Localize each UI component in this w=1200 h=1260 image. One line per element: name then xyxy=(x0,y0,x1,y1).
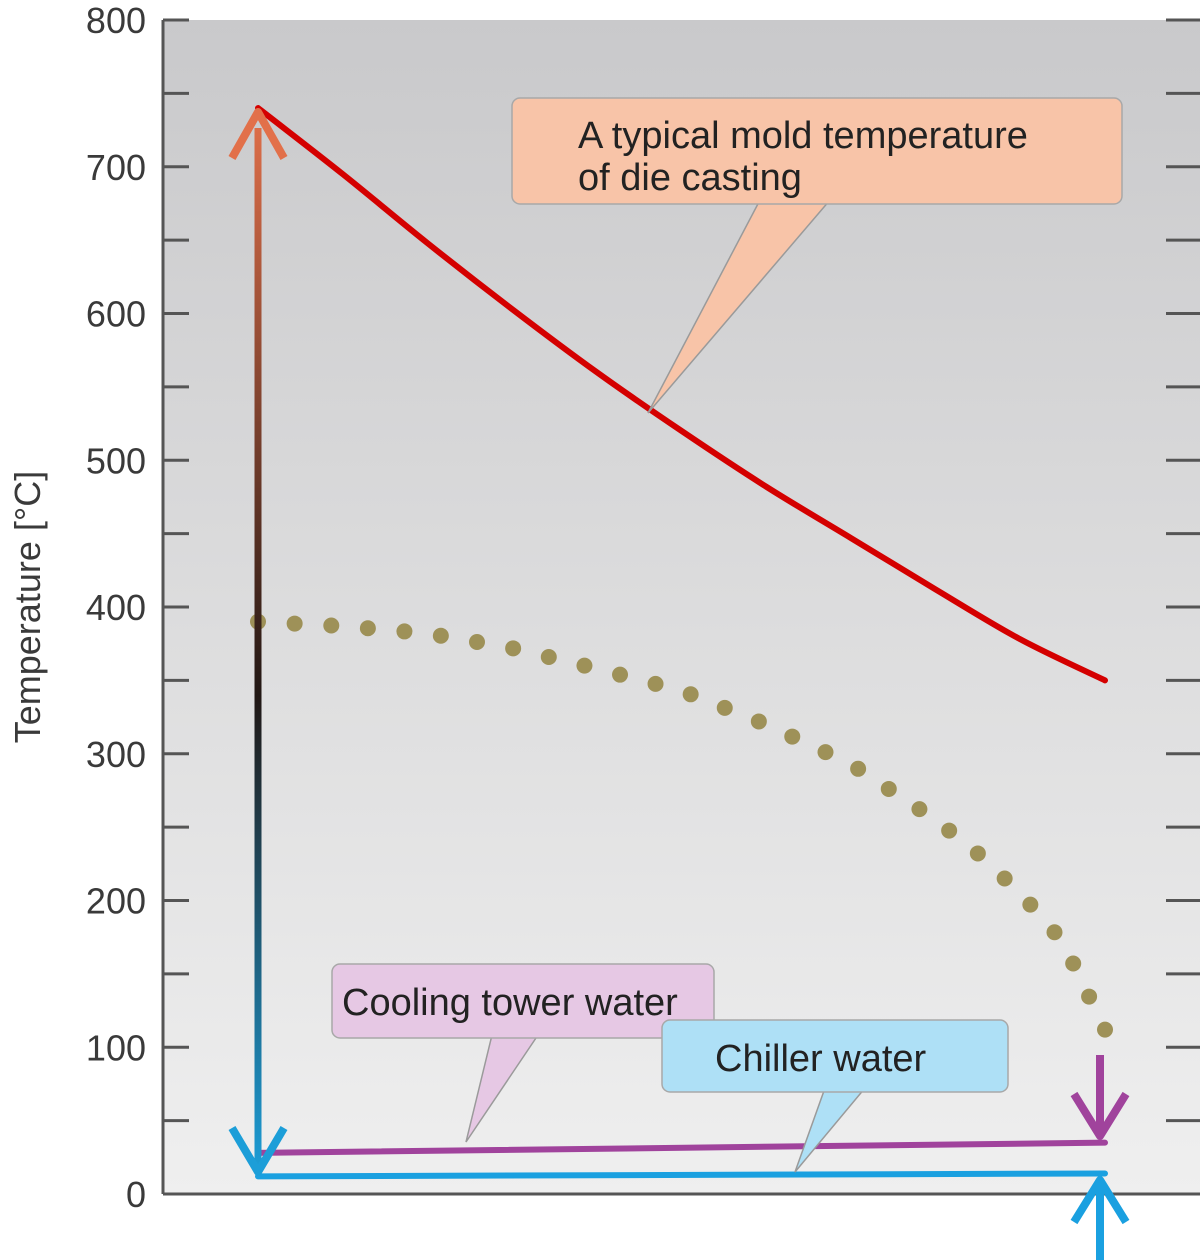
y-axis-ticks-left xyxy=(163,18,189,1123)
dotted-series-point xyxy=(1022,896,1039,913)
mold-temperature-line xyxy=(255,105,1108,684)
dotted-series-point xyxy=(1081,988,1098,1005)
series-layer xyxy=(250,105,1113,1180)
callout-mold-temperature-line-1: A typical mold temperature xyxy=(578,115,1028,157)
temperature-range-arrowhead-top xyxy=(228,108,288,160)
callout-chiller-water-text: Chiller water xyxy=(715,1038,927,1080)
svg-text:Cooling tower water: Cooling tower water xyxy=(342,982,678,1024)
callout-mold-temperature: A typical mold temperature of die castin… xyxy=(511,97,1123,414)
arrows xyxy=(228,108,1130,1260)
dotted-series-point xyxy=(880,780,897,797)
dotted-series-point xyxy=(784,728,801,745)
y-axis-tick-labels: 0 100 200 300 400 500 600 700 800 xyxy=(86,0,146,1215)
callout-cooling-tower-water-text: Cooling tower water xyxy=(342,982,678,1024)
dotted-series-point xyxy=(505,640,522,657)
dotted-series-point xyxy=(996,870,1013,887)
dotted-series-point xyxy=(323,617,340,634)
y-tick-label: 200 xyxy=(86,881,146,922)
y-tick-label: 800 xyxy=(86,0,146,41)
dotted-series-point xyxy=(359,620,376,637)
dotted-series-point xyxy=(468,634,485,651)
dotted-series-point xyxy=(432,627,449,644)
dotted-series-point xyxy=(286,615,303,632)
cooling-water-return-arrowhead xyxy=(1070,1091,1130,1140)
y-tick-label: 400 xyxy=(86,587,146,628)
dotted-series-point xyxy=(682,686,699,703)
callout-chiller-water: Chiller water xyxy=(661,1019,1009,1173)
dotted-series-point xyxy=(750,713,767,730)
dotted-series-point xyxy=(850,760,867,777)
chiller-water-line xyxy=(255,1170,1108,1180)
dotted-series-point xyxy=(612,666,629,683)
dotted-series-point xyxy=(576,657,593,674)
dotted-series-point xyxy=(911,801,928,818)
y-axis-ticks-right xyxy=(1166,18,1200,1123)
y-tick-label: 300 xyxy=(86,734,146,775)
y-tick-label: 0 xyxy=(126,1174,146,1215)
y-tick-label: 100 xyxy=(86,1027,146,1068)
dotted-series-point xyxy=(1046,924,1063,941)
chiller-water-return-arrowhead xyxy=(1070,1176,1130,1225)
callout-chiller-water-box xyxy=(661,1019,1009,1093)
dotted-series-point xyxy=(969,845,986,862)
callout-mold-temperature-box xyxy=(511,97,1123,205)
callout-mold-temperature-line-2: of die casting xyxy=(578,157,802,199)
temperature-range-arrowhead-bottom xyxy=(228,1125,288,1176)
dotted-series-point xyxy=(396,623,413,640)
callout-cooling-tower-water-box xyxy=(331,963,715,1039)
dotted-series-point xyxy=(941,822,958,839)
dotted-series-point xyxy=(647,675,664,692)
dotted-series-point xyxy=(1065,955,1082,972)
dotted-series-point xyxy=(716,699,733,716)
callout-cooling-tower-water: Cooling tower water xyxy=(331,963,715,1143)
dotted-series-point xyxy=(817,744,834,761)
cooling-tower-water-line xyxy=(255,1139,1108,1156)
y-tick-label: 500 xyxy=(86,440,146,481)
dotted-series-point xyxy=(540,648,557,665)
y-tick-label: 600 xyxy=(86,294,146,335)
svg-text:A typical mold temperature: A typical mold temperature of die castin… xyxy=(578,115,1038,199)
y-axis-title: Temperature [°C] xyxy=(7,471,48,744)
dotted-series-point xyxy=(1097,1021,1113,1038)
y-tick-label: 700 xyxy=(86,147,146,188)
svg-text:Chiller water: Chiller water xyxy=(715,1038,927,1080)
